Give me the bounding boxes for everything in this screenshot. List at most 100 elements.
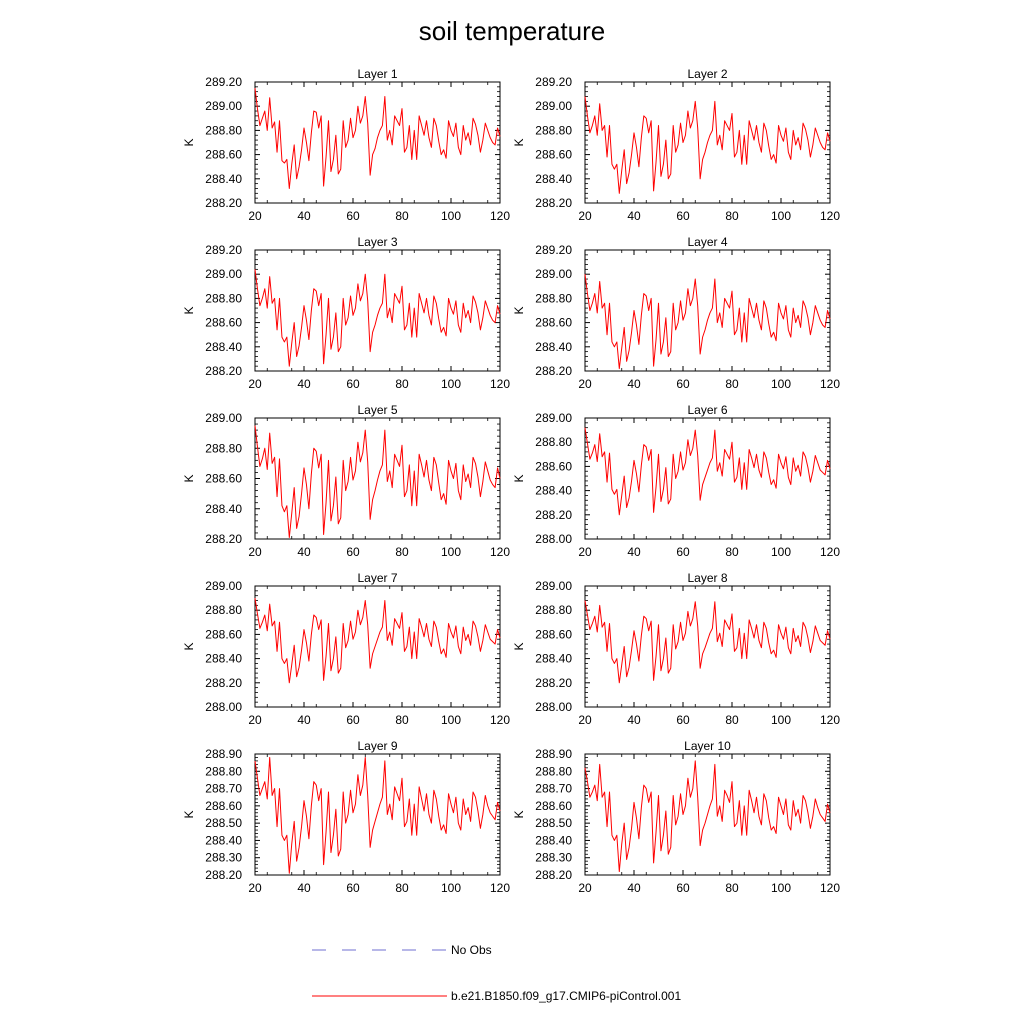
x-tick-label: 40 — [627, 545, 641, 559]
y-tick-label: 288.60 — [535, 316, 572, 330]
x-tick-label: 80 — [395, 713, 409, 727]
y-tick-label: 288.60 — [535, 627, 572, 641]
series-line-piControl — [254, 425, 501, 538]
y-tick-label: 288.20 — [205, 364, 242, 378]
y-tick-label: 289.20 — [535, 243, 572, 257]
plot-frame — [254, 753, 501, 876]
panel-title: Layer 9 — [357, 739, 397, 753]
x-tick-label: 60 — [676, 377, 690, 391]
y-axis-label: K — [512, 138, 526, 146]
y-tick-label: 288.20 — [535, 676, 572, 690]
series-line-piControl — [584, 274, 831, 370]
x-tick-label: 40 — [297, 881, 311, 895]
x-tick-label: 120 — [820, 545, 840, 559]
y-tick-label: 289.20 — [205, 75, 242, 89]
plot-frame — [584, 249, 831, 372]
x-tick-label: 20 — [578, 881, 592, 895]
y-tick-label: 288.40 — [205, 340, 242, 354]
y-tick-label: 288.80 — [205, 291, 242, 305]
plot-frame — [254, 585, 501, 708]
y-tick-label: 288.00 — [205, 700, 242, 714]
series-line-piControl — [254, 598, 501, 684]
x-tick-label: 60 — [346, 377, 360, 391]
x-tick-label: 40 — [627, 209, 641, 223]
series-line-piControl — [584, 760, 831, 873]
y-tick-label: 288.90 — [535, 747, 572, 761]
x-tick-label: 80 — [725, 209, 739, 223]
x-tick-label: 80 — [725, 713, 739, 727]
legend: No Obs b.e21.B1850.f09_g17.CMIP6-piContro… — [312, 943, 681, 1003]
y-tick-label: 288.80 — [205, 603, 242, 617]
x-tick-label: 120 — [490, 713, 510, 727]
x-tick-label: 80 — [395, 209, 409, 223]
y-tick-label: 289.20 — [535, 75, 572, 89]
y-tick-label: 289.00 — [535, 579, 572, 593]
y-tick-label: 289.00 — [205, 411, 242, 425]
x-tick-label: 20 — [578, 713, 592, 727]
panel-layer-8: Layer 8 K 20 40 60 80 100 120 288.00 288.20 288.40… — [512, 571, 840, 727]
y-axis-label: K — [512, 810, 526, 818]
x-tick-label: 60 — [676, 209, 690, 223]
y-tick-label: 289.00 — [205, 267, 242, 281]
y-tick-label: 288.60 — [535, 459, 572, 473]
panel-title: Layer 1 — [357, 67, 397, 81]
x-tick-label: 20 — [578, 209, 592, 223]
y-tick-label: 288.40 — [205, 172, 242, 186]
x-tick-label: 40 — [297, 545, 311, 559]
y-tick-label: 288.80 — [535, 435, 572, 449]
y-axis-label: K — [182, 306, 196, 314]
y-tick-label: 288.40 — [535, 172, 572, 186]
y-tick-label: 288.40 — [205, 833, 242, 847]
panel-title: Layer 5 — [357, 403, 397, 417]
x-tick-label: 20 — [248, 377, 262, 391]
y-tick-label: 288.60 — [205, 316, 242, 330]
y-tick-label: 288.60 — [205, 799, 242, 813]
y-tick-label: 289.00 — [535, 411, 572, 425]
x-tick-label: 20 — [578, 377, 592, 391]
y-tick-label: 288.20 — [205, 676, 242, 690]
panel-layer-2: Layer 2 K 20 40 60 80 100 120 288.20 288.40 288.60… — [512, 67, 840, 223]
y-tick-label: 289.20 — [205, 243, 242, 257]
x-tick-label: 40 — [627, 881, 641, 895]
panel-title: Layer 7 — [357, 571, 397, 585]
panel-title: Layer 6 — [687, 403, 727, 417]
y-axis-label: K — [512, 474, 526, 482]
series-line-piControl — [584, 427, 831, 516]
y-tick-label: 289.00 — [205, 579, 242, 593]
series-line-piControl — [254, 756, 501, 874]
y-tick-label: 288.40 — [535, 652, 572, 666]
y-tick-label: 288.60 — [205, 472, 242, 486]
plot-frame — [254, 81, 501, 204]
x-tick-label: 20 — [578, 545, 592, 559]
x-tick-label: 100 — [441, 209, 461, 223]
y-axis-label: K — [512, 306, 526, 314]
y-tick-label: 288.20 — [535, 868, 572, 882]
y-tick-label: 289.00 — [535, 267, 572, 281]
y-axis-label: K — [182, 138, 196, 146]
y-tick-label: 288.80 — [205, 441, 242, 455]
x-tick-label: 20 — [248, 209, 262, 223]
x-tick-label: 100 — [771, 713, 791, 727]
y-tick-label: 288.20 — [535, 196, 572, 210]
y-tick-label: 288.80 — [535, 123, 572, 137]
y-tick-label: 288.30 — [535, 851, 572, 865]
y-tick-label: 288.80 — [535, 764, 572, 778]
x-tick-label: 40 — [297, 377, 311, 391]
x-tick-label: 120 — [820, 713, 840, 727]
plot-frame — [254, 249, 501, 372]
x-tick-label: 60 — [346, 209, 360, 223]
y-tick-label: 288.40 — [205, 652, 242, 666]
x-tick-label: 120 — [490, 377, 510, 391]
panel-layer-6: Layer 6 K 20 40 60 80 100 120 288.00 288.20 288.40… — [512, 403, 840, 559]
x-tick-label: 40 — [297, 713, 311, 727]
x-tick-label: 60 — [346, 545, 360, 559]
series-line-piControl — [254, 87, 501, 189]
panel-title: Layer 8 — [687, 571, 727, 585]
y-tick-label: 288.40 — [535, 484, 572, 498]
x-tick-label: 80 — [725, 881, 739, 895]
x-tick-label: 120 — [820, 881, 840, 895]
x-tick-label: 80 — [725, 377, 739, 391]
y-tick-label: 288.20 — [205, 532, 242, 546]
legend-label: No Obs — [451, 943, 492, 957]
